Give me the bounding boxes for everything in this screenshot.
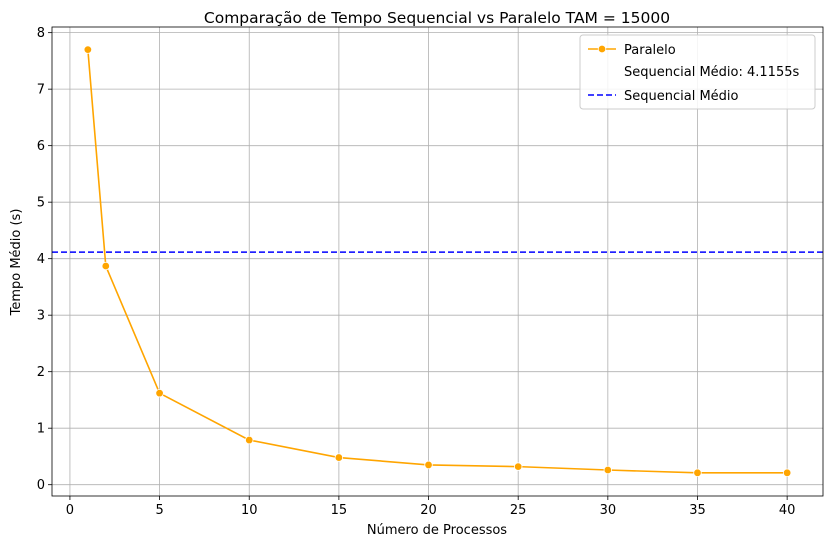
- x-tick-label: 40: [779, 503, 796, 518]
- data-point: [782, 468, 792, 478]
- y-tick-label: 6: [37, 139, 45, 154]
- plot-frame: [51, 26, 824, 497]
- data-point: [513, 462, 523, 471]
- data-point: [424, 460, 433, 470]
- y-axis-label: Tempo Médio (s): [9, 209, 24, 317]
- y-tick-label: 3: [37, 309, 45, 324]
- legend-sequencial-value-label: Sequencial Médio: 4.1155s: [624, 65, 799, 80]
- x-axis-label: Número de Processos: [367, 523, 507, 538]
- x-tick-label: 30: [600, 503, 617, 518]
- legend-paralelo-marker: [597, 44, 607, 54]
- x-tick-label: 10: [241, 503, 258, 518]
- data-point: [83, 45, 93, 54]
- y-tick-label: 7: [37, 83, 45, 98]
- chart-title: Comparação de Tempo Sequencial vs Parale…: [204, 9, 670, 27]
- data-point: [334, 453, 344, 462]
- axis-ticks: 0 5 10 15 20 25 30 35 40 0 1 2 3 4 5 6 7 8: [37, 26, 796, 518]
- data-point: [155, 388, 164, 398]
- series-line-paralelo: [87, 49, 788, 474]
- legend: Paralelo Sequencial Médio: 4.1155s Seque…: [579, 34, 816, 110]
- y-tick-label: 5: [37, 196, 45, 211]
- x-tick-label: 20: [420, 503, 437, 518]
- legend-sequencial-label: Sequencial Médio: [624, 89, 739, 104]
- series-group: [83, 45, 792, 478]
- x-tick-label: 15: [331, 503, 348, 518]
- y-tick-label: 8: [37, 26, 45, 41]
- data-point: [101, 261, 110, 271]
- legend-box: [579, 34, 816, 110]
- y-tick-label: 1: [37, 422, 45, 437]
- data-point: [245, 435, 254, 445]
- y-tick-label: 0: [37, 478, 45, 493]
- y-tick-label: 4: [37, 252, 45, 267]
- y-tick-label: 2: [37, 365, 45, 380]
- x-tick-label: 35: [689, 503, 706, 518]
- x-tick-label: 5: [155, 503, 163, 518]
- data-point: [603, 465, 613, 475]
- x-tick-label: 0: [66, 503, 74, 518]
- x-tick-label: 25: [510, 503, 527, 518]
- legend-paralelo-label: Paralelo: [624, 43, 676, 58]
- data-point: [693, 468, 702, 478]
